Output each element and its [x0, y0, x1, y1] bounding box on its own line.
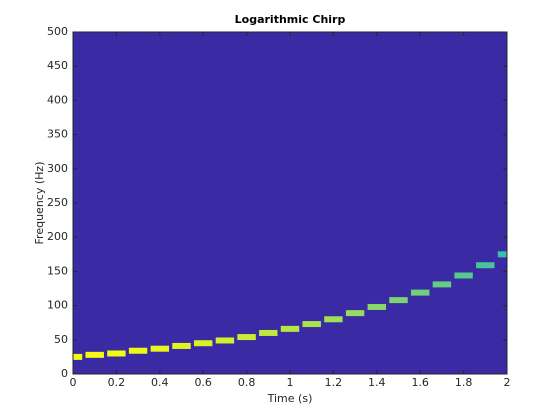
- ridge-segment: [193, 340, 213, 347]
- ridge-segment: [215, 337, 235, 344]
- x-tick-label: 1.8: [455, 376, 473, 389]
- ridge-segment: [150, 345, 170, 352]
- x-tick-label: 0.6: [194, 376, 212, 389]
- ridge-segment: [432, 281, 452, 288]
- y-tick-label: 50: [54, 333, 68, 346]
- ridge-segment: [345, 310, 365, 317]
- ridge-segment: [107, 350, 126, 357]
- y-tick-label: 450: [47, 59, 68, 72]
- ridge-segment: [410, 289, 430, 296]
- x-axis-label: Time (s): [267, 392, 313, 405]
- x-tick-label: 2: [504, 376, 511, 389]
- y-tick-label: 400: [47, 93, 68, 106]
- ridge-segment: [454, 272, 473, 279]
- ridge-segment: [367, 303, 387, 310]
- ridge-segment: [324, 316, 343, 323]
- ridge-segment: [85, 351, 104, 358]
- y-tick-label: 100: [47, 299, 68, 312]
- ridge-segment: [302, 321, 321, 328]
- ridge-segment: [389, 297, 408, 304]
- x-tick-label: 0: [70, 376, 77, 389]
- y-tick-label: 250: [47, 196, 68, 209]
- x-tick-label: 0.8: [238, 376, 256, 389]
- y-axis-label: Frequency (Hz): [33, 162, 46, 245]
- x-tick-label: 1.2: [325, 376, 343, 389]
- ridge-segment: [128, 347, 148, 354]
- y-tick-label: 350: [47, 128, 68, 141]
- ridge-segment: [73, 353, 83, 360]
- x-tick-label: 1.6: [411, 376, 429, 389]
- ridge-segment: [237, 334, 256, 341]
- ridge-segment: [280, 325, 300, 332]
- y-tick-label: 500: [47, 25, 68, 38]
- y-tick-label: 0: [61, 367, 68, 380]
- x-tick-label: 0.4: [151, 376, 169, 389]
- x-tick-label: 0.2: [108, 376, 126, 389]
- ridge-segment: [476, 262, 495, 269]
- x-tick-label: 1: [287, 376, 294, 389]
- ridge-segment: [172, 342, 191, 349]
- y-tick-label: 150: [47, 264, 68, 277]
- ridge-segment: [497, 251, 507, 258]
- ridge-segment: [259, 329, 278, 336]
- x-tick-label: 1.4: [368, 376, 386, 389]
- y-tick-label: 300: [47, 162, 68, 175]
- chart-title: Logarithmic Chirp: [235, 13, 346, 26]
- y-tick-label: 200: [47, 230, 68, 243]
- plot-background: [73, 32, 507, 374]
